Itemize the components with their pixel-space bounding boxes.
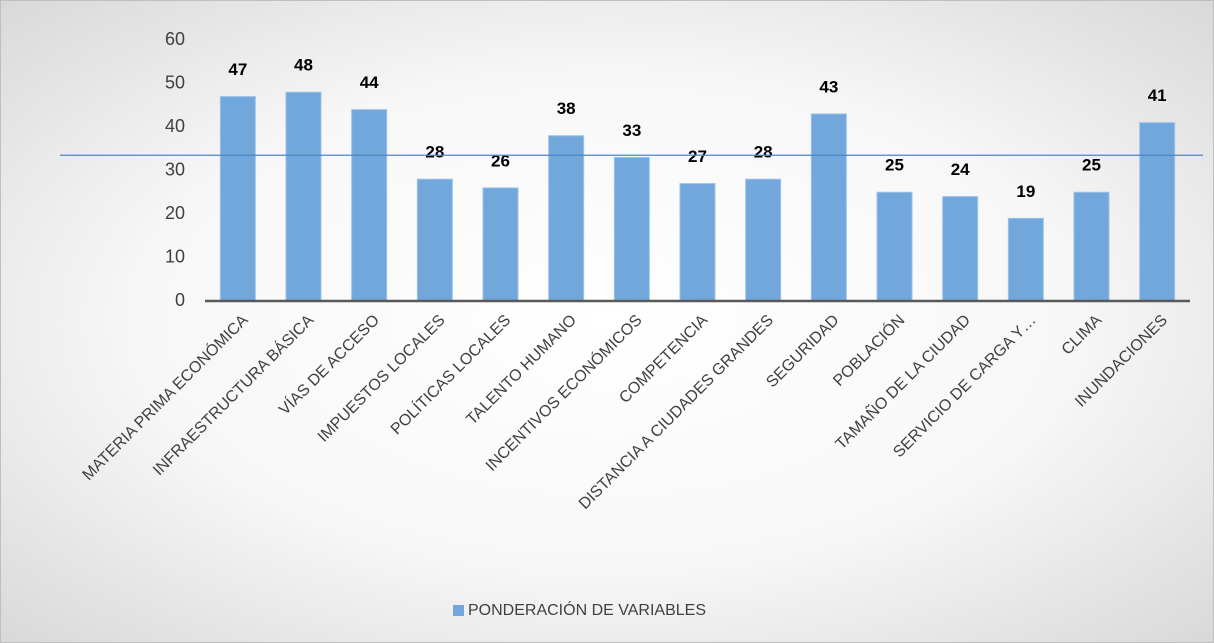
y-tick-label: 40 xyxy=(165,116,185,136)
bar xyxy=(1073,191,1110,302)
value-label: 28 xyxy=(425,143,444,162)
value-label: 26 xyxy=(491,151,510,170)
value-label: 25 xyxy=(885,156,904,175)
value-label: 43 xyxy=(819,77,838,96)
value-label: 33 xyxy=(622,121,641,140)
bar xyxy=(548,135,585,302)
bar xyxy=(745,178,782,302)
value-label: 38 xyxy=(557,99,576,118)
bar xyxy=(351,109,388,302)
value-label: 24 xyxy=(951,160,970,179)
bar xyxy=(416,178,453,302)
bar xyxy=(876,191,913,302)
bar xyxy=(1139,122,1176,302)
y-tick-label: 60 xyxy=(165,29,185,49)
bar xyxy=(1007,217,1044,302)
legend-label: PONDERACIÓN DE VARIABLES xyxy=(468,600,706,619)
bar xyxy=(613,156,650,302)
y-tick-label: 10 xyxy=(165,246,185,266)
y-tick-label: 0 xyxy=(175,290,185,310)
legend-swatch xyxy=(453,605,464,616)
value-label: 44 xyxy=(360,73,379,92)
y-tick-label: 50 xyxy=(165,72,185,92)
bar xyxy=(285,91,322,302)
value-label: 47 xyxy=(228,60,247,79)
bar xyxy=(219,96,256,302)
value-label: 27 xyxy=(688,147,707,166)
value-label: 19 xyxy=(1016,182,1035,201)
bar xyxy=(810,113,847,302)
value-label: 28 xyxy=(754,143,773,162)
bar xyxy=(482,187,519,302)
value-label: 41 xyxy=(1148,86,1167,105)
y-tick-label: 20 xyxy=(165,203,185,223)
bar xyxy=(679,183,716,302)
value-label: 48 xyxy=(294,56,313,75)
y-tick-label: 30 xyxy=(165,159,185,179)
value-label: 25 xyxy=(1082,156,1101,175)
bar xyxy=(942,196,979,302)
